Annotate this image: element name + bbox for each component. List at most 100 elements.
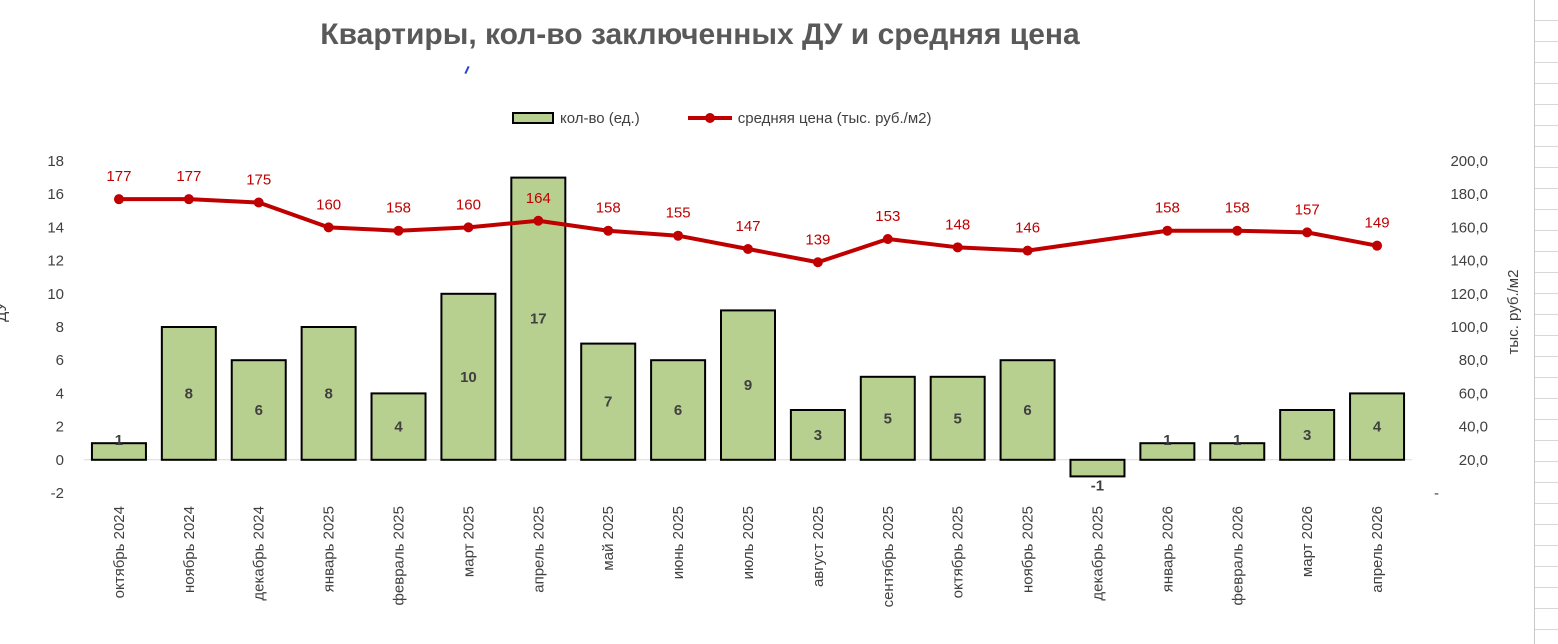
- bar: [160, 326, 217, 461]
- legend-line-swatch: [687, 111, 732, 125]
- bar-data-label: 8: [185, 385, 193, 402]
- bar-data-label: 1: [1233, 432, 1241, 449]
- x-category-label: июнь 2025: [670, 506, 687, 579]
- y-left-tick-label: 14: [47, 219, 64, 236]
- x-category-label: февраль 2025: [391, 506, 408, 605]
- price-marker: [603, 225, 614, 236]
- y-left-tick-label: 2: [56, 419, 64, 436]
- y-left-tick-label: 8: [56, 319, 64, 336]
- x-category-label: сентябрь 2025: [880, 506, 897, 607]
- price-data-label: 146: [1015, 220, 1040, 237]
- x-category-label: апрель 2026: [1369, 506, 1386, 593]
- price-data-label: 153: [875, 208, 900, 225]
- y-right-tick-label: 120,0: [1450, 286, 1488, 303]
- x-category-label: июль 2025: [740, 506, 757, 579]
- price-marker: [253, 197, 264, 208]
- price-data-label: 164: [526, 190, 551, 207]
- y-left-tick-label: 18: [47, 153, 64, 170]
- y-left-axis-title: ДУ: [0, 302, 10, 322]
- bar: [789, 409, 846, 461]
- y-right-tick-label: -: [1434, 485, 1439, 502]
- bar-data-label: 6: [255, 402, 263, 419]
- x-category-label: октябрь 2024: [111, 506, 128, 598]
- bar: [90, 442, 147, 461]
- y-right-tick-label: 60,0: [1459, 385, 1488, 402]
- price-marker: [952, 242, 963, 253]
- bar-data-label: 3: [1303, 427, 1311, 444]
- y-left-tick-label: 16: [47, 186, 64, 203]
- chart-title: Квартиры, кол-во заключенных ДУ и средня…: [320, 18, 1080, 51]
- bar-data-label: 10: [460, 369, 477, 386]
- price-data-label: 177: [176, 168, 201, 185]
- legend: кол-во (ед.) средняя цена (тыс. руб./м2): [512, 108, 980, 128]
- price-marker: [183, 194, 194, 205]
- bar-data-label: 5: [884, 410, 892, 427]
- bar: [1139, 442, 1196, 461]
- price-marker: [533, 215, 544, 226]
- price-marker: [463, 222, 474, 233]
- y-right-tick-label: 180,0: [1450, 186, 1488, 203]
- price-data-label: 148: [945, 216, 970, 233]
- bar: [1279, 409, 1336, 461]
- price-data-label: 175: [246, 172, 271, 189]
- y-right-tick-label: 20,0: [1459, 452, 1488, 469]
- y-right-tick-label: 100,0: [1450, 319, 1488, 336]
- x-category-label: август 2025: [810, 506, 827, 587]
- price-data-label: 155: [666, 205, 691, 222]
- bar-data-label: -1: [1091, 477, 1104, 494]
- price-data-label: 160: [456, 196, 481, 213]
- x-category-label: ноябрь 2025: [1020, 506, 1037, 593]
- price-marker: [113, 194, 124, 205]
- x-category-label: март 2026: [1299, 506, 1316, 577]
- bar-data-label: 8: [324, 385, 332, 402]
- price-data-label: 158: [596, 200, 621, 217]
- bar-data-label: 17: [530, 311, 547, 328]
- legend-bar-swatch: [512, 112, 554, 124]
- bar-data-label: 5: [954, 410, 962, 427]
- bar-data-label: 6: [674, 402, 682, 419]
- y-right-axis-title: тыс. руб./м2: [1505, 270, 1522, 355]
- bar-data-label: 6: [1023, 402, 1031, 419]
- legend-item-count: кол-во (ед.): [512, 110, 640, 127]
- legend-label-price: средняя цена (тыс. руб./м2): [737, 109, 932, 127]
- bar-data-label: 4: [394, 419, 403, 436]
- price-marker: [1162, 225, 1173, 236]
- y-right-tick-label: 160,0: [1450, 219, 1488, 236]
- x-category-label: апрель 2025: [530, 506, 547, 593]
- price-marker: [743, 243, 753, 254]
- bar: [720, 309, 776, 461]
- y-right-tick-label: 140,0: [1450, 253, 1488, 270]
- price-data-label: 158: [386, 200, 411, 217]
- y-right-tick-label: 200,0: [1450, 153, 1488, 170]
- bar: [1069, 458, 1126, 478]
- x-category-label: декабрь 2025: [1089, 506, 1106, 601]
- y-left-tick-label: 10: [47, 286, 64, 303]
- bar: [999, 359, 1056, 461]
- bar: [300, 326, 357, 461]
- price-data-label: 158: [1225, 200, 1250, 217]
- bar-data-label: 1: [1163, 432, 1171, 449]
- x-category-label: февраль 2026: [1229, 506, 1246, 605]
- bar: [1349, 392, 1406, 461]
- price-marker: [673, 230, 684, 241]
- price-data-label: 139: [805, 231, 830, 248]
- bar: [230, 359, 287, 461]
- bar: [440, 292, 497, 461]
- price-data-label: 149: [1365, 215, 1390, 232]
- price-marker: [323, 222, 334, 233]
- x-category-label: март 2025: [460, 506, 477, 577]
- legend-item-price: средняя цена (тыс. руб./м2): [687, 109, 932, 127]
- price-data-label: 147: [735, 218, 760, 235]
- price-marker: [1022, 245, 1033, 256]
- bar-data-label: 4: [1373, 419, 1382, 436]
- x-category-label: ноябрь 2024: [181, 506, 198, 593]
- y-right-tick-label: 40,0: [1459, 419, 1488, 436]
- y-right-tick-label: 80,0: [1459, 352, 1488, 369]
- bar: [1209, 442, 1266, 461]
- x-category-label: октябрь 2025: [950, 506, 967, 598]
- spreadsheet-edge: [1534, 0, 1558, 644]
- x-category-label: декабрь 2024: [251, 506, 268, 601]
- bar-data-label: 1: [115, 432, 123, 449]
- bar: [580, 342, 637, 461]
